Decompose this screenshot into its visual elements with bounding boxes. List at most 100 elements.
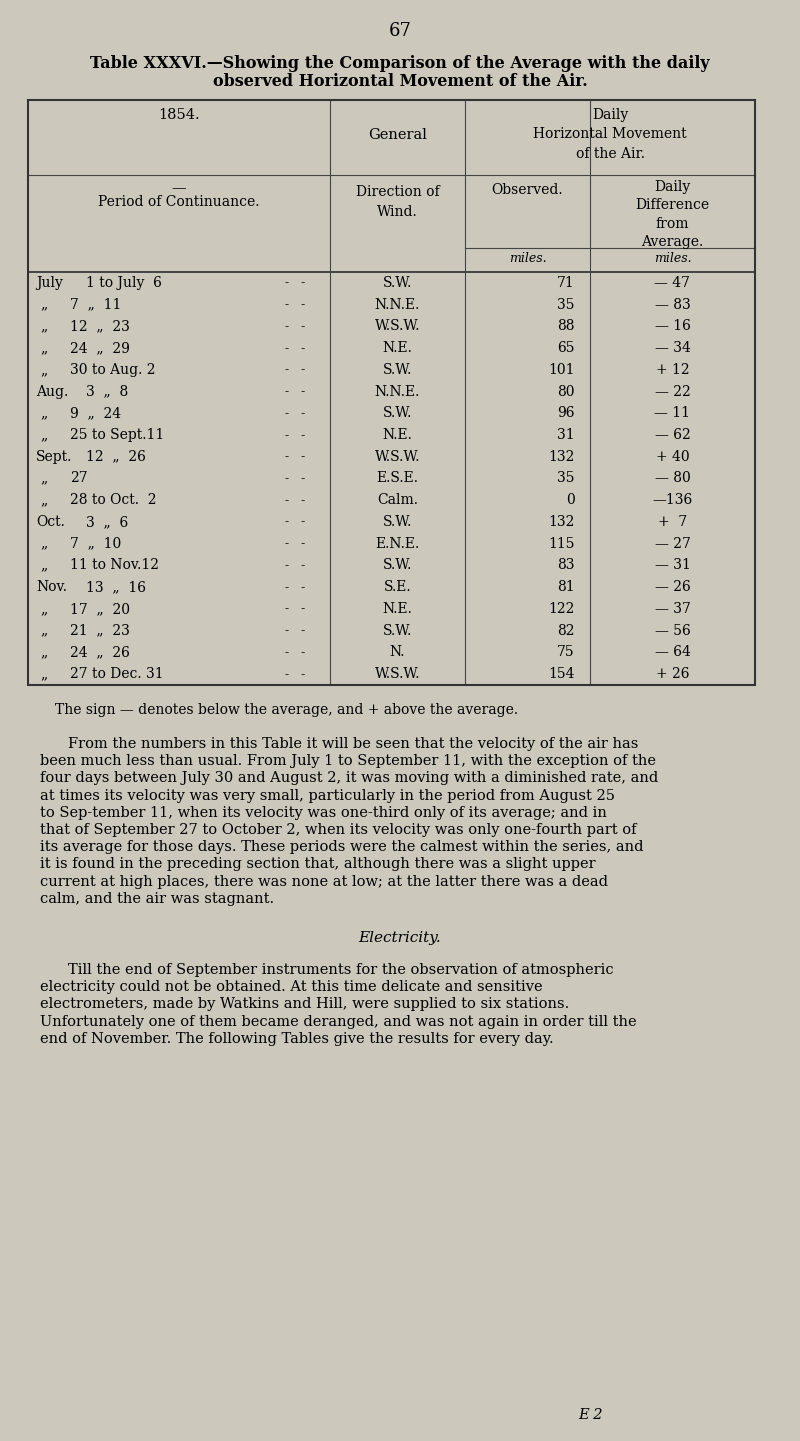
Text: „: „ [40,471,47,486]
Text: been much less than usual. From July 1 to September 11, with the exception of th: been much less than usual. From July 1 t… [40,754,656,768]
Text: Oct.: Oct. [36,514,65,529]
Bar [28,99,755,684]
Text: 13  „  16: 13 „ 16 [86,581,146,594]
Text: „: „ [40,602,47,615]
Text: 122: 122 [549,602,575,615]
Text: 3  „  6: 3 „ 6 [86,514,128,529]
Text: — 27: — 27 [654,536,690,550]
Text: -   -: - - [285,516,305,529]
Text: Sept.: Sept. [36,450,72,464]
Text: — 31: — 31 [654,559,690,572]
Text: 7  „  10: 7 „ 10 [70,536,122,550]
Text: 11 to Nov.12: 11 to Nov.12 [70,559,159,572]
Text: 27 to Dec. 31: 27 to Dec. 31 [70,667,164,682]
Text: 21  „  23: 21 „ 23 [70,624,130,638]
Text: -   -: - - [285,277,305,290]
Text: Period of Continuance.: Period of Continuance. [98,195,260,209]
Text: at times its velocity was very small, particularly in the period from August 25: at times its velocity was very small, pa… [40,788,615,803]
Text: + 40: + 40 [656,450,690,464]
Text: — 37: — 37 [654,602,690,615]
Text: -   -: - - [285,581,305,594]
Text: S.W.: S.W. [383,275,412,290]
Text: W.S.W.: W.S.W. [374,320,420,333]
Text: From the numbers in this Table it will be seen that the velocity of the air has: From the numbers in this Table it will b… [68,736,638,751]
Text: 17  „  20: 17 „ 20 [70,602,130,615]
Text: -   -: - - [285,537,305,550]
Text: 75: 75 [558,646,575,660]
Text: Direction of
Wind.: Direction of Wind. [356,184,439,219]
Text: end of November. The following Tables give the results for every day.: end of November. The following Tables gi… [40,1032,554,1046]
Text: N.E.: N.E. [382,428,413,442]
Text: -   -: - - [285,602,305,615]
Text: „: „ [40,493,47,507]
Text: July: July [36,275,63,290]
Text: N.N.E.: N.N.E. [375,298,420,311]
Text: 80: 80 [558,385,575,399]
Text: its average for those days. These periods were the calmest within the series, an: its average for those days. These period… [40,840,643,855]
Text: 35: 35 [558,298,575,311]
Text: W.S.W.: W.S.W. [374,450,420,464]
Text: „: „ [40,342,47,354]
Text: 132: 132 [549,514,575,529]
Text: — 56: — 56 [654,624,690,638]
Text: 3  „  8: 3 „ 8 [86,385,128,399]
Text: miles.: miles. [654,252,691,265]
Text: N.N.E.: N.N.E. [375,385,420,399]
Text: -   -: - - [285,646,305,659]
Text: Calm.: Calm. [377,493,418,507]
Text: Daily
Difference
from
Average.: Daily Difference from Average. [635,180,710,249]
Text: Unfortunately one of them became deranged, and was not again in order till the: Unfortunately one of them became derange… [40,1014,637,1029]
Text: N.: N. [390,646,406,660]
Text: — 80: — 80 [654,471,690,486]
Text: miles.: miles. [509,252,546,265]
Text: — 83: — 83 [654,298,690,311]
Text: — 34: — 34 [654,342,690,354]
Text: „: „ [40,406,47,421]
Text: 154: 154 [549,667,575,682]
Text: -   -: - - [285,667,305,680]
Text: 12  „  23: 12 „ 23 [70,320,130,333]
Text: — 26: — 26 [654,581,690,594]
Text: electrometers, made by Watkins and Hill, were supplied to six stations.: electrometers, made by Watkins and Hill,… [40,997,570,1012]
Text: 101: 101 [549,363,575,376]
Text: 24  „  29: 24 „ 29 [70,342,130,354]
Text: —136: —136 [652,493,693,507]
Text: 96: 96 [558,406,575,421]
Text: „: „ [40,298,47,311]
Text: 28 to Oct.  2: 28 to Oct. 2 [70,493,157,507]
Text: S.W.: S.W. [383,514,412,529]
Text: N.E.: N.E. [382,602,413,615]
Text: „: „ [40,363,47,376]
Text: 35: 35 [558,471,575,486]
Text: 67: 67 [389,22,411,40]
Text: „: „ [40,536,47,550]
Text: -   -: - - [285,624,305,637]
Text: 1 to July  6: 1 to July 6 [86,275,162,290]
Text: -   -: - - [285,320,305,333]
Text: 7  „  11: 7 „ 11 [70,298,122,311]
Text: -   -: - - [285,494,305,507]
Text: observed Horizontal Movement of the Air.: observed Horizontal Movement of the Air. [213,73,587,89]
Text: -   -: - - [285,298,305,311]
Text: -   -: - - [285,342,305,354]
Text: Daily
Horizontal Movement
of the Air.: Daily Horizontal Movement of the Air. [533,108,687,161]
Text: „: „ [40,624,47,638]
Text: E 2: E 2 [578,1408,602,1422]
Text: four days between July 30 and August 2, it was moving with a diminished rate, an: four days between July 30 and August 2, … [40,771,658,785]
Text: N.E.: N.E. [382,342,413,354]
Text: Observed.: Observed. [492,183,563,197]
Text: 65: 65 [558,342,575,354]
Text: E.N.E.: E.N.E. [375,536,420,550]
Text: „: „ [40,667,47,682]
Text: „: „ [40,320,47,333]
Text: —: — [172,182,186,195]
Text: -   -: - - [285,406,305,419]
Text: General: General [368,128,427,143]
Text: it is found in the preceding section that, although there was a slight upper: it is found in the preceding section tha… [40,857,596,872]
Text: that of September 27 to October 2, when its velocity was only one-fourth part of: that of September 27 to October 2, when … [40,823,637,837]
Text: 88: 88 [558,320,575,333]
Text: — 64: — 64 [654,646,690,660]
Text: 81: 81 [558,581,575,594]
Text: current at high places, there was none at low; at the latter there was a dead: current at high places, there was none a… [40,875,608,889]
Text: 82: 82 [558,624,575,638]
